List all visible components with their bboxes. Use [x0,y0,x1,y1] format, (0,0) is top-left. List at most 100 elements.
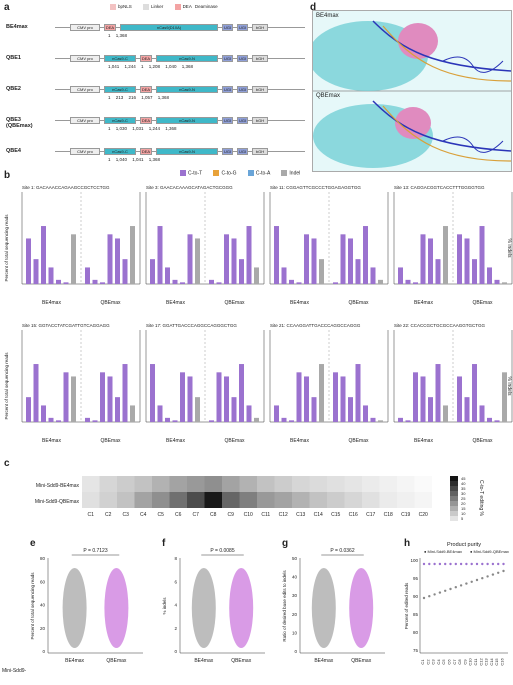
construct-block: UGI [222,86,233,93]
y-tick: 40 [292,575,298,580]
bar [502,372,507,422]
group-label: QBEmax [472,438,493,444]
bar [420,234,426,284]
construct-block: bGH [252,117,268,124]
y-label: Ratio of desired base edits to indels [282,570,287,642]
site-chart: Site 11: CGGAGTTCGCCCTGGAGAGGTGG BE4max QB… [269,185,389,306]
panel-a-label: a [4,2,10,13]
point [497,562,500,566]
construct-block: DEA [140,55,152,62]
x-tick: C9 [462,659,467,665]
heatmap-cell [152,476,170,492]
y-tick: 50 [292,556,298,561]
panel-f: f P = 0.0085 8 6 4 2 0 BE4max QBEmax % indels [162,538,265,664]
heatmap-cell [99,492,117,508]
bar [464,397,470,422]
point [470,562,473,566]
bar [254,267,259,284]
bar [107,376,113,422]
colorbar-step [450,491,458,496]
point [438,562,442,566]
bar [457,234,462,284]
bar [311,397,317,422]
bar [274,405,279,422]
construct-block: nCas9-C [104,86,136,93]
heatmap-col-label: C3 [123,512,130,518]
y-tick: 40 [40,603,46,608]
bar [398,267,403,284]
heatmap-cell [257,476,275,492]
bar [311,238,317,284]
bar [157,226,163,284]
y-tick: 85 [413,612,419,617]
heatmap-col-label: C20 [419,512,428,518]
bar [85,417,90,422]
violin [311,568,336,648]
bar [340,376,346,422]
construct-positions: 1 213 216 1,057 1,368 [108,95,170,100]
heatmap-cell [187,492,205,508]
group-label: BE4max [414,300,433,306]
panel-label: f [162,538,166,549]
site-chart: Site 15: GGTACCTATCGATTGTCAGGAGG BE4max QB… [21,323,141,444]
y-tick: 6 [174,579,177,584]
point [502,562,505,566]
heatmap-col-label: C8 [210,512,217,518]
bar [494,279,500,284]
colorbar-tick: 30 [461,491,466,496]
x-tick: C10 [468,658,473,666]
heatmap-col-label: C15 [331,512,340,518]
heatmap-cell [379,476,397,492]
heatmap-cell [239,476,257,492]
bar [413,372,418,422]
y-tick: 80 [413,630,419,635]
construct-block: nCas9-N [156,86,218,93]
bar [348,397,353,422]
point [444,589,447,592]
site-title: Site 11: CGGAGTTCGCCCTGGAGAGGTGG [270,185,361,190]
heatmap-cell [397,476,415,492]
bar [224,234,229,284]
construct-block: bGH [252,24,268,31]
violin [104,568,129,648]
heatmap-cell [292,492,310,508]
colorbar-step [450,501,458,506]
x-label: QBEmax [231,658,252,664]
bar [420,376,426,422]
construct-block: CMV pro [70,55,100,62]
bar [71,376,76,422]
panel-e: e P = 0.7123 80 60 40 20 0 BE4max QBEmax Percent … [30,538,143,664]
bar [130,405,135,422]
bar [304,376,309,422]
construct-block: UGI [237,55,248,62]
group-label: QBEmax [348,438,369,444]
colorbar-tick: 35 [461,486,466,491]
bar [378,279,383,284]
heatmap-col-label: C14 [314,512,323,518]
point [454,562,457,566]
heatmap-cell [397,492,415,508]
heatmap-cell [414,492,432,508]
heatmap-col-label: C9 [228,512,235,518]
colorbar-step [450,481,458,486]
point [486,575,489,578]
construct-name: QBE3 (QBEmax) [6,117,33,129]
h-title: Product purity [447,542,481,548]
point [465,582,468,585]
x-tick: C12 [478,658,483,666]
heatmap-cell [414,476,432,492]
construct-name: BE4max [6,24,28,30]
heatmap-col-label: C19 [401,512,410,518]
heatmap-cell [327,492,345,508]
panel-g: g P = 0.0362 50 40 30 20 10 0 BE4max QBEmax Ratio … [282,538,385,664]
heatmap-cell [134,492,152,508]
bar [26,238,31,284]
heatmap-col-label: C18 [384,512,393,518]
bar [100,372,105,422]
heatmap-cell [222,492,240,508]
heatmap-row-label: Mini-Sdd9-QBEmax [35,499,80,505]
heatmap-cell [134,476,152,492]
construct-block: nCas9-N [156,55,218,62]
heatmap-cell [239,492,257,508]
bar [63,372,69,422]
